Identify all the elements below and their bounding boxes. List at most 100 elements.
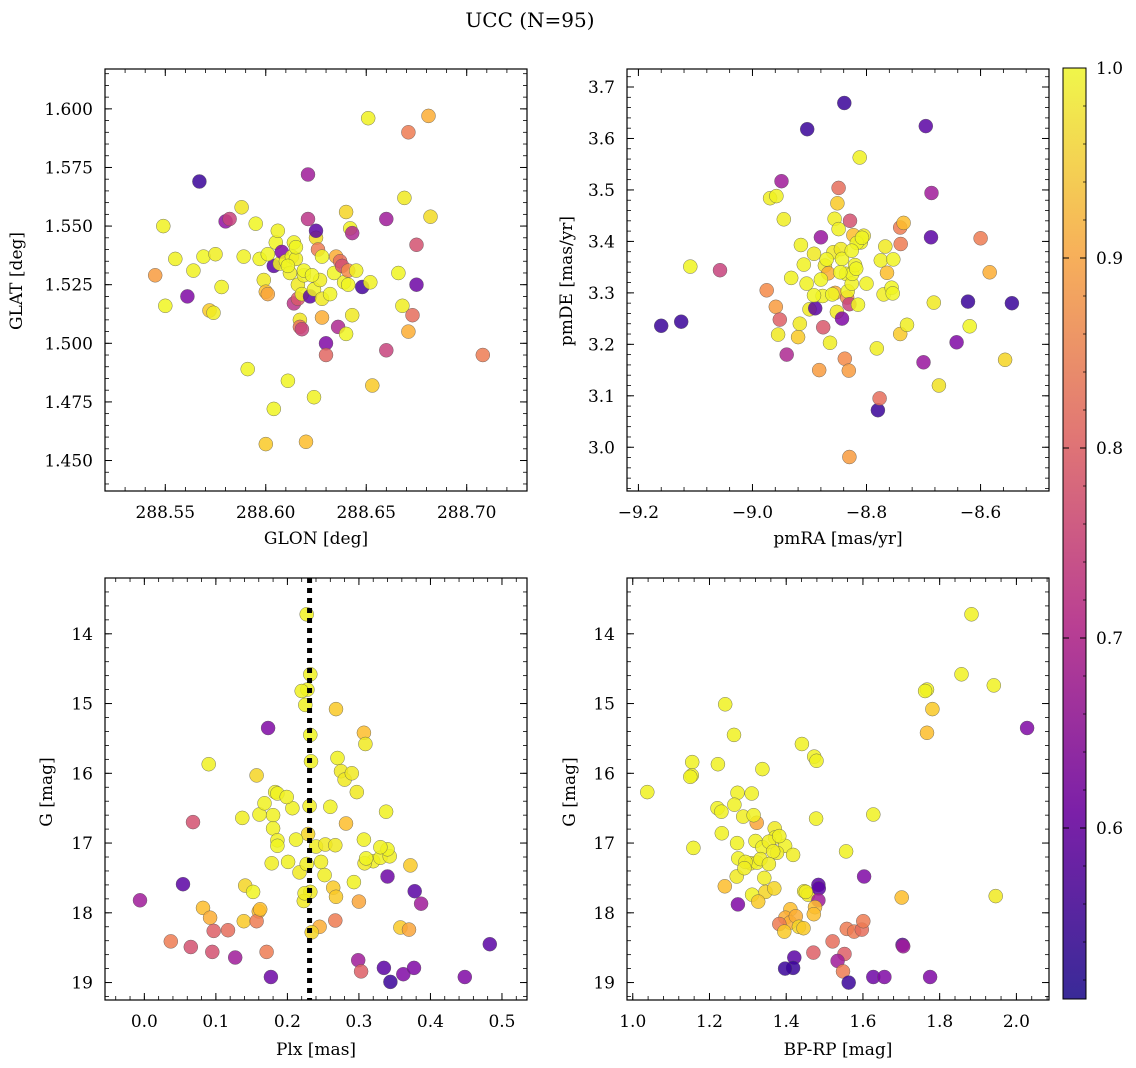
- figure-title: UCC (N=95): [465, 8, 594, 32]
- scatter-point: [201, 757, 216, 772]
- scatter-point: [328, 701, 344, 717]
- scatter-point: [395, 298, 410, 313]
- x-tick-label: 0.5: [488, 1012, 515, 1032]
- x-tick-label: 0.2: [274, 1012, 301, 1032]
- scatter-point: [825, 934, 840, 949]
- scatter-point: [270, 223, 285, 239]
- y-tick-label: 3.1: [588, 387, 615, 407]
- scatter-point: [834, 311, 850, 326]
- scatter-point: [380, 869, 395, 884]
- scatter-point: [759, 283, 774, 298]
- scatter-point: [746, 808, 761, 823]
- x-tick-label: 1.6: [849, 1012, 876, 1032]
- y-tick-label: 3.6: [588, 129, 615, 149]
- scatter-point: [235, 810, 250, 826]
- scatter-point: [986, 678, 1001, 693]
- scatter-point: [838, 844, 854, 859]
- scatter-point: [322, 286, 338, 302]
- y-tick-label: 16: [71, 764, 93, 784]
- y-tick-label: 3.2: [588, 335, 615, 355]
- scatter-point: [737, 861, 752, 876]
- scatter-point: [885, 286, 900, 301]
- x-tick-label: 2.0: [1003, 1012, 1030, 1032]
- scatter-point: [220, 923, 236, 938]
- y-tick-label: 15: [593, 695, 615, 715]
- scatter-point: [234, 200, 249, 215]
- y-tick-label: 18: [71, 904, 93, 924]
- scatter-point: [1019, 720, 1035, 736]
- scatter-point: [280, 373, 296, 388]
- scatter-points: [147, 108, 490, 452]
- scatter-point: [132, 893, 148, 908]
- scatter-points: [132, 607, 497, 990]
- y-tick-label: 17: [593, 834, 615, 854]
- scatter-point: [730, 785, 745, 800]
- scatter-point: [918, 118, 933, 134]
- scatter-point: [761, 856, 777, 872]
- scatter-point: [896, 215, 911, 231]
- scatter-point: [813, 272, 829, 287]
- scatter-point: [831, 221, 846, 237]
- scatter-point: [423, 209, 438, 224]
- scatter-point: [774, 173, 789, 189]
- scatter-point: [379, 211, 394, 227]
- y-tick-label: 3.5: [588, 181, 615, 201]
- y-axis-label: GLAT [deg]: [7, 232, 27, 330]
- scatter-point: [872, 391, 887, 406]
- y-tick-label: 17: [71, 834, 93, 854]
- scatter-point: [156, 218, 171, 234]
- scatter-point: [245, 884, 261, 900]
- scatter-point: [710, 757, 726, 772]
- y-tick-label: 3.4: [588, 232, 615, 252]
- x-tick-label: −9.2: [618, 503, 659, 523]
- scatter-point: [266, 401, 281, 417]
- y-tick-label: 1.550: [44, 217, 93, 237]
- panel-glon-glat: GLON [deg] GLAT [deg] 288.55 288.60 288.65…: [7, 68, 528, 549]
- scatter-point: [792, 316, 807, 331]
- scatter-point: [685, 754, 700, 770]
- scatter-point: [877, 969, 892, 985]
- scatter-point: [833, 265, 848, 280]
- scatter-point: [409, 277, 424, 292]
- scatter-point: [338, 326, 354, 342]
- x-tick-label: −8.8: [846, 503, 887, 523]
- scatter-point: [259, 944, 274, 960]
- y-tick-label: 3.7: [588, 78, 615, 98]
- scatter-point: [379, 343, 394, 358]
- scatter-point: [300, 211, 316, 227]
- scatter-point: [328, 889, 344, 904]
- scatter-point: [345, 225, 360, 241]
- scatter-point: [799, 276, 814, 291]
- scatter-point: [270, 838, 285, 853]
- scatter-point: [825, 287, 840, 302]
- scatter-point: [265, 808, 281, 823]
- y-tick-label: 3.0: [588, 438, 615, 458]
- colorbar-tick-label: 0.8: [1096, 439, 1123, 459]
- scatter-point: [729, 835, 745, 851]
- scatter-point: [158, 298, 173, 313]
- scatter-point: [893, 236, 908, 252]
- scatter-point: [413, 896, 429, 911]
- scatter-point: [751, 894, 766, 909]
- scatter-point: [830, 196, 845, 211]
- scatter-point: [924, 185, 939, 201]
- scatter-point: [397, 190, 412, 206]
- scatter-point: [683, 769, 698, 784]
- scatter-point: [192, 174, 207, 189]
- scatter-point: [236, 249, 251, 264]
- scatter-point: [421, 108, 436, 124]
- scatter-point: [854, 230, 870, 246]
- scatter-point: [949, 335, 964, 350]
- scatter-point: [856, 914, 871, 929]
- scatter-point: [313, 854, 329, 870]
- scatter-point: [383, 974, 398, 990]
- scatter-point: [222, 211, 237, 227]
- scatter-point: [253, 902, 268, 917]
- scatter-point: [683, 259, 698, 274]
- scatter-point: [328, 913, 343, 928]
- x-tick-label: 0.3: [345, 1012, 372, 1032]
- scatter-point: [954, 667, 969, 682]
- scatter-point: [757, 870, 772, 886]
- y-axis-label: pmDE [mas/yr]: [557, 216, 577, 346]
- scatter-point: [401, 922, 417, 937]
